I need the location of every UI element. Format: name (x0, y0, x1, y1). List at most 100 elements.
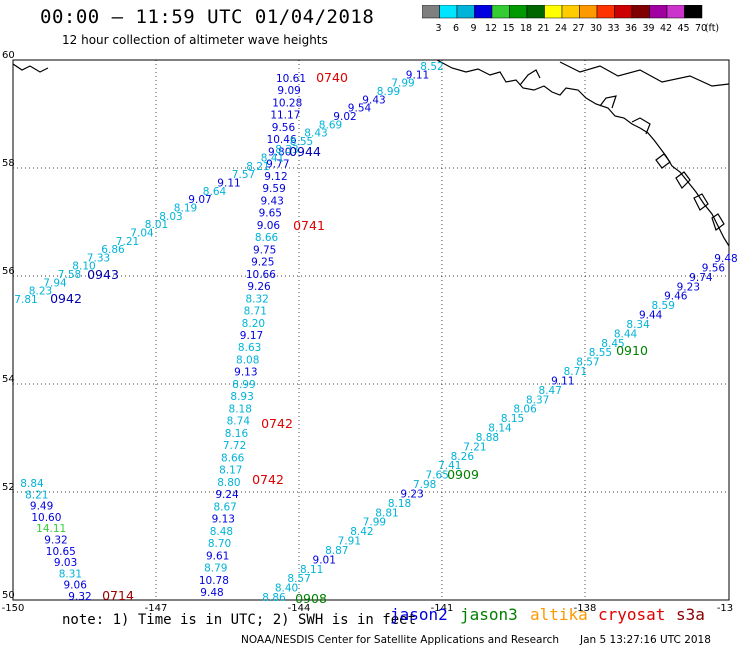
colorbar-tick-label: 3 (435, 23, 441, 34)
alaska-coastline (12, 59, 730, 247)
pass-time-labels: 0740 0944 0741 0943 0942 0910 0742 0909 0742 0714… (50, 70, 648, 606)
wave-height-value: 9.80 (268, 146, 291, 158)
wave-height-value: 8.32 (245, 293, 268, 305)
wave-height-value: 8.03 (159, 211, 182, 223)
wave-height-value: 7.58 (58, 269, 81, 281)
wave-height-value: 8.63 (238, 342, 261, 354)
units-note: note: 1) Time is in UTC; 2) SWH is in fe… (62, 612, 417, 628)
wave-height-value: 9.49 (30, 501, 53, 513)
colorbar-tick-label: 15 (502, 23, 514, 34)
longitude-tick-label: -138 (574, 603, 597, 612)
wave-height-value: 8.10 (72, 261, 95, 273)
pass-time-label: 0714 (102, 588, 134, 603)
pass-time-label: 0741 (293, 218, 325, 233)
wave-height-value: 9.09 (277, 85, 300, 97)
longitude-tick-label: -141 (431, 603, 454, 612)
colorbar-tick-label: 42 (660, 23, 672, 34)
wave-height-value: 7.94 (43, 277, 67, 289)
latitude-tick-label: 58 (2, 158, 15, 169)
wave-height-value: 7.04 (130, 227, 154, 239)
wave-height-value: 8.06 (513, 404, 537, 416)
wave-height-value: 9.11 (217, 178, 240, 190)
wave-height-value: 8.15 (501, 413, 524, 425)
colorbar-tick-label: 30 (590, 23, 602, 34)
wave-height-map: 10.619.0910.2811.179.5610.469.809.779.12… (2, 50, 738, 612)
wave-height-value: 9.48 (200, 587, 223, 599)
alaska-interior-line (559, 61, 730, 87)
latitude-tick-label: 54 (2, 374, 15, 385)
wave-height-value: 8.43 (304, 128, 327, 140)
map-frame (12, 59, 730, 601)
wave-height-value: 8.14 (488, 423, 512, 435)
wave-height-value: 8.41 (261, 153, 284, 165)
wave-height-value: 8.31 (59, 568, 82, 580)
pass-time-label: 0910 (616, 343, 648, 358)
wave-height-value: 9.26 (247, 281, 271, 293)
wave-height-value: 7.21 (116, 236, 139, 248)
wave-height-value: 9.56 (702, 262, 726, 274)
wave-height-value: 7.81 (14, 294, 37, 306)
longitude-tick-label: -144 (288, 603, 311, 612)
wave-height-value: 7.99 (391, 78, 414, 90)
legend-cryosat: cryosat (598, 605, 666, 624)
colorbar-tick-label: 36 (625, 23, 637, 34)
wave-height-value: 10.65 (46, 546, 76, 558)
wave-height-value: 9.12 (264, 171, 287, 183)
wave-height-colorbar: 3 6 9 12 15 18 21 24 27 30 33 36 39 42 45 70(ft) (422, 5, 719, 34)
colorbar-tick-label: 9 (470, 23, 476, 34)
wave-height-value: 9.17 (240, 330, 263, 342)
wave-height-value: 8.16 (225, 428, 249, 440)
alaska-island-3 (693, 193, 709, 211)
wave-height-value: 8.70 (208, 538, 231, 550)
colorbar-unit: (ft) (705, 23, 719, 34)
wave-height-value: 8.71 (244, 306, 267, 318)
wave-height-value: 8.34 (626, 319, 650, 331)
wave-height-value: 8.86 (262, 592, 286, 604)
wave-height-value: 9.32 (44, 535, 67, 547)
wave-height-value: 8.64 (203, 186, 227, 198)
wave-height-value: 8.42 (350, 526, 373, 538)
alaska-fjord-2 (599, 95, 617, 109)
wave-height-value: 9.48 (714, 253, 737, 265)
wave-height-value: 8.99 (232, 379, 255, 391)
pass-time-label: 0740 (316, 70, 348, 85)
wave-height-value: 8.08 (236, 354, 259, 366)
wave-height-value: 9.32 (68, 591, 91, 603)
wave-height-value: 8.48 (210, 526, 233, 538)
graticule (13, 60, 729, 600)
colorbar-tick-label: 18 (520, 23, 532, 34)
legend-jason3: jason3 (460, 605, 518, 624)
wave-height-value: 8.81 (375, 507, 398, 519)
wave-height-value: 9.56 (272, 122, 296, 134)
wave-height-value: 9.11 (406, 69, 429, 81)
wave-height-value: 8.59 (652, 300, 675, 312)
wave-height-value: 9.44 (639, 310, 663, 322)
wave-height-value: 9.02 (333, 111, 356, 123)
wave-height-value: 7.98 (413, 479, 436, 491)
wave-height-value: 8.19 (174, 202, 197, 214)
colorbar-tick-label: 27 (572, 23, 584, 34)
alaska-island-2 (675, 171, 691, 189)
latitude-tick-label: 60 (2, 50, 15, 61)
wave-height-value: 9.13 (234, 367, 257, 379)
pass-time-label: 0909 (447, 467, 479, 482)
axis-tick-labels: -150 -147 -144 -141 -138 -13 60 58 56 54 52 50 (2, 50, 734, 612)
wave-height-value: 8.69 (319, 119, 342, 131)
wave-height-value: 8.01 (145, 219, 168, 231)
wave-height-value: 7.65 (426, 470, 449, 482)
alaska-fjord-3 (631, 117, 651, 135)
legend-jason2: jason2 (390, 605, 448, 624)
wave-height-value: 8.18 (229, 403, 252, 415)
wave-height-value: 8.84 (20, 478, 44, 490)
pass-time-label: 0944 (289, 144, 321, 159)
latitude-tick-label: 50 (2, 590, 15, 601)
colorbar-tick-label: 33 (607, 23, 619, 34)
wave-height-value: 8.88 (476, 432, 499, 444)
altimeter-tracks: 10.619.0910.2811.179.5610.469.809.779.12… (14, 61, 737, 604)
wave-height-value: 10.60 (31, 512, 61, 524)
wave-height-value: 9.61 (206, 550, 229, 562)
wave-height-value: 9.06 (64, 580, 88, 592)
wave-height-value: 9.59 (262, 183, 285, 195)
wave-height-value: 8.11 (300, 564, 323, 576)
wave-height-value: 6.86 (101, 244, 125, 256)
